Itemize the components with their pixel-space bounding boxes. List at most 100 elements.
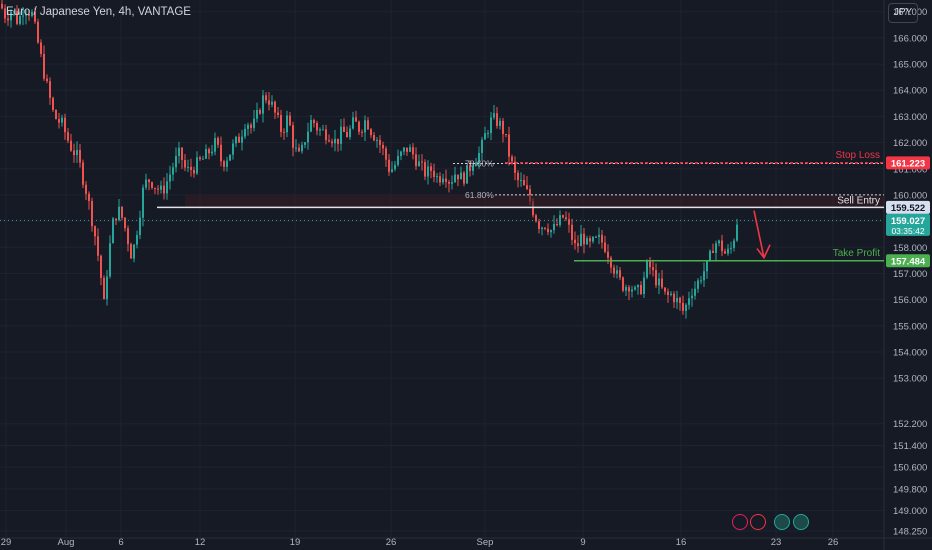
candle-body (121, 206, 123, 218)
candles (1, 0, 738, 319)
fib-786-label: 78.60% (465, 159, 494, 169)
candle-body (382, 144, 384, 149)
candle-body (613, 267, 615, 274)
candle-body (616, 270, 618, 274)
candle-body (4, 8, 6, 19)
candle-body (310, 120, 312, 132)
gear-icon[interactable] (774, 514, 790, 530)
candle-body (721, 240, 723, 252)
candle-body (373, 135, 375, 141)
sell-entry-label: Sell Entry (837, 195, 880, 206)
candle-body (43, 53, 45, 79)
candle-body (304, 142, 306, 145)
y-tick-label: 157.000 (893, 269, 927, 280)
candle-body (22, 15, 24, 17)
candle-body (247, 124, 249, 129)
candle-body (262, 95, 264, 114)
candle-body (640, 284, 642, 295)
candle-body (73, 150, 75, 156)
candle-body (436, 176, 438, 178)
candle-body (295, 147, 297, 149)
candle-body (226, 160, 228, 167)
candle-body (712, 250, 714, 253)
candle-body (334, 138, 336, 144)
candle-body (385, 148, 387, 160)
candle-body (148, 179, 150, 183)
candle-body (136, 235, 138, 245)
y-tick-label: 166.000 (893, 33, 927, 44)
candle-body (109, 243, 111, 277)
candle-body (724, 251, 726, 254)
candle-body (283, 131, 285, 133)
candle-body (403, 147, 405, 152)
candle-body (133, 244, 135, 259)
candle-body (394, 164, 396, 170)
candle-body (52, 97, 54, 110)
candle-body (85, 184, 87, 194)
candle-body (391, 169, 393, 172)
record-icon[interactable] (750, 514, 766, 530)
settings-icon[interactable] (793, 514, 809, 530)
candle-body (70, 140, 72, 151)
candle-body (100, 255, 102, 278)
lightning-icon[interactable] (732, 514, 748, 530)
candle-body (25, 13, 27, 16)
candle-body (19, 16, 21, 24)
y-tick-label: 149.800 (893, 484, 927, 495)
candle-body (502, 120, 504, 134)
candle-body (313, 120, 315, 124)
candle-body (442, 178, 444, 183)
candle-body (79, 149, 81, 163)
candle-body (67, 132, 69, 141)
candle-body (406, 147, 408, 152)
candle-body (358, 121, 360, 132)
candle-body (205, 149, 207, 159)
candle-body (265, 95, 267, 101)
candle-body (253, 118, 255, 128)
candle-body (46, 78, 48, 82)
candle-body (457, 174, 459, 180)
candle-body (652, 267, 654, 271)
candle-body (274, 101, 276, 113)
y-tick-label: 154.000 (893, 347, 927, 358)
candle-body (238, 136, 240, 143)
currency-button[interactable]: JPY (888, 3, 918, 23)
candle-body (730, 247, 732, 249)
candle-body (181, 147, 183, 161)
candle-body (508, 134, 510, 157)
candle-body (568, 219, 570, 225)
candle-body (355, 117, 357, 122)
candle-body (34, 11, 36, 22)
candle-body (193, 169, 195, 174)
candle-body (574, 239, 576, 244)
candle-body (466, 165, 468, 184)
candle-body (337, 138, 339, 144)
candle-body (208, 149, 210, 154)
candle-body (316, 123, 318, 131)
candle-body (550, 230, 552, 233)
candle-body (37, 21, 39, 43)
candle-body (370, 129, 372, 136)
candle-body (199, 157, 201, 160)
candle-body (622, 277, 624, 291)
candle-body (94, 226, 96, 237)
candle-body (658, 278, 660, 286)
candle-body (367, 120, 369, 130)
candle-body (346, 131, 348, 138)
candle-body (307, 131, 309, 143)
chart-title: Euro / Japanese Yen, 4h, VANTAGE (6, 6, 191, 18)
candle-body (127, 228, 129, 245)
candle-body (352, 117, 354, 129)
candle-body (598, 234, 600, 237)
candle-body (520, 179, 522, 181)
candle-body (595, 236, 597, 238)
y-tick-label: 148.250 (893, 527, 927, 538)
y-tick-label: 161.000 (893, 164, 927, 175)
y-tick-label: 149.000 (893, 506, 927, 517)
candle-body (415, 154, 417, 167)
candle-body (706, 260, 708, 272)
candle-body (634, 287, 636, 290)
candle-body (433, 170, 435, 177)
